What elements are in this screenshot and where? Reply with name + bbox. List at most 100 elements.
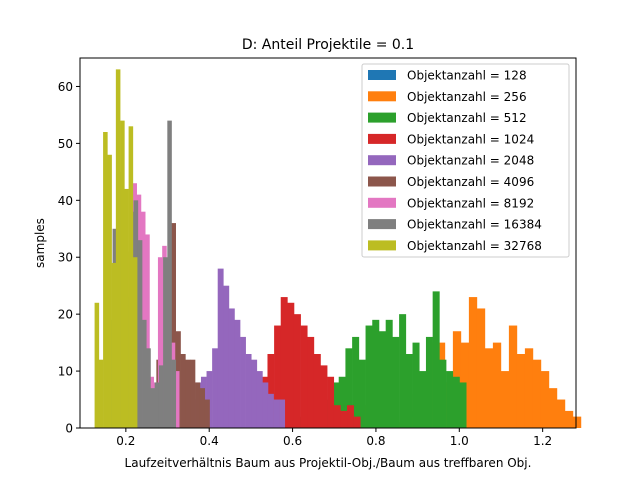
histogram-bar (338, 376, 346, 428)
histogram-bar (267, 393, 274, 428)
plot-frame (79, 57, 577, 429)
histogram-bar (392, 336, 400, 428)
histogram-bar (206, 371, 213, 428)
histogram-bar (279, 399, 286, 428)
histogram-bar (484, 348, 494, 428)
x-tick-label: 1.0 (450, 434, 469, 448)
y-tick-label: 0 (65, 422, 73, 436)
histogram-bar (185, 359, 191, 428)
histogram-bar (532, 359, 542, 428)
histogram-bar (439, 359, 447, 428)
legend-label: Objektanzahl = 4096 (407, 175, 534, 189)
y-tick-label: 40 (58, 194, 73, 208)
histogram-bar (352, 336, 360, 428)
series-8-bars (94, 69, 138, 429)
histogram-bar (140, 211, 146, 428)
histogram-bar (524, 348, 534, 428)
histogram-bar (332, 382, 340, 428)
histogram-bar (476, 308, 486, 428)
histogram-bar (228, 308, 235, 428)
y-tick-label: 60 (58, 80, 73, 94)
legend-swatch (368, 176, 396, 187)
histogram-bar (345, 348, 353, 428)
histogram-bar (128, 126, 134, 428)
x-tick-label: 0.6 (283, 434, 302, 448)
histogram-bar (385, 319, 393, 428)
histogram-bar (262, 382, 269, 428)
legend-swatch (368, 197, 396, 208)
histogram-bar (154, 382, 160, 428)
histogram-bar (347, 405, 354, 428)
series-2-bars (291, 291, 467, 428)
histogram-bar (204, 399, 210, 428)
y-axis: 0 10 20 30 40 50 60 (58, 80, 80, 436)
legend-label: Objektanzahl = 256 (407, 90, 527, 104)
legend-label: Objektanzahl = 2048 (407, 154, 534, 168)
histogram-bar (158, 365, 164, 428)
legend-label: Objektanzahl = 16384 (407, 218, 542, 232)
histogram-bar (273, 399, 280, 428)
histogram-bar (190, 359, 196, 428)
x-tick-label: 0.2 (116, 434, 135, 448)
histogram-bar (353, 416, 361, 428)
legend-box (361, 63, 570, 258)
histogram-bar (564, 410, 574, 428)
histogram-bar (468, 297, 478, 428)
histogram-bar (372, 319, 380, 428)
histogram-bar (142, 319, 147, 428)
histogram-bar (180, 354, 186, 428)
histogram-bar (171, 359, 177, 428)
histogram-bar (163, 257, 168, 428)
histogram-bar (223, 285, 230, 428)
histogram-bar (98, 359, 104, 428)
histogram-bar (234, 319, 241, 428)
histogram-bar (548, 388, 558, 428)
histogram-bar (107, 154, 112, 428)
histogram-bar (280, 297, 288, 428)
histogram-bar (500, 371, 510, 428)
histogram-bar (572, 416, 582, 428)
histogram-bar (274, 325, 282, 428)
histogram-bar (212, 348, 219, 428)
histogram-bar (195, 382, 201, 428)
histogram-bar (115, 69, 121, 428)
histogram-bar (199, 388, 205, 428)
histogram-bar (111, 262, 117, 428)
histogram-bar (508, 325, 518, 428)
histogram-bar (358, 359, 366, 428)
histogram-bar (293, 314, 301, 428)
histogram-bar (333, 405, 341, 428)
legend-swatch (368, 219, 396, 230)
histogram-bar (94, 302, 100, 428)
histogram-bar (492, 342, 502, 428)
histogram-bar (217, 268, 224, 428)
histogram-bar (459, 382, 467, 428)
histogram-bar (124, 188, 129, 428)
chart-title: D: Anteil Projektile = 0.1 (242, 37, 414, 53)
histogram-bar (432, 291, 440, 428)
y-tick-label: 20 (58, 308, 73, 322)
legend-label: Objektanzahl = 8192 (407, 196, 534, 210)
histogram-bar (145, 234, 150, 428)
histogram-bar (419, 371, 427, 428)
histogram-bar (340, 410, 348, 428)
histogram-bar (267, 354, 275, 428)
legend-label: Objektanzahl = 512 (407, 111, 527, 125)
x-tick-label: 0.8 (366, 434, 385, 448)
histogram-bar (399, 314, 407, 428)
histogram-bar (157, 257, 163, 428)
histogram-bar (146, 348, 151, 428)
legend-swatch (368, 70, 396, 80)
histogram-bar (132, 257, 138, 428)
y-tick-label: 50 (58, 137, 73, 151)
histogram-bar (516, 354, 526, 428)
histogram-bar (103, 132, 108, 428)
histogram-bar (300, 325, 308, 428)
legend: Objektanzahl = 128 Objektanzahl = 256 Obje… (361, 63, 570, 258)
histogram-bar (170, 223, 176, 428)
legend-label: Objektanzahl = 32768 (407, 239, 542, 253)
histogram-bar (287, 302, 295, 428)
histogram-bar (365, 325, 373, 428)
x-tick-label: 1.2 (533, 434, 552, 448)
histogram-bar (446, 371, 454, 428)
